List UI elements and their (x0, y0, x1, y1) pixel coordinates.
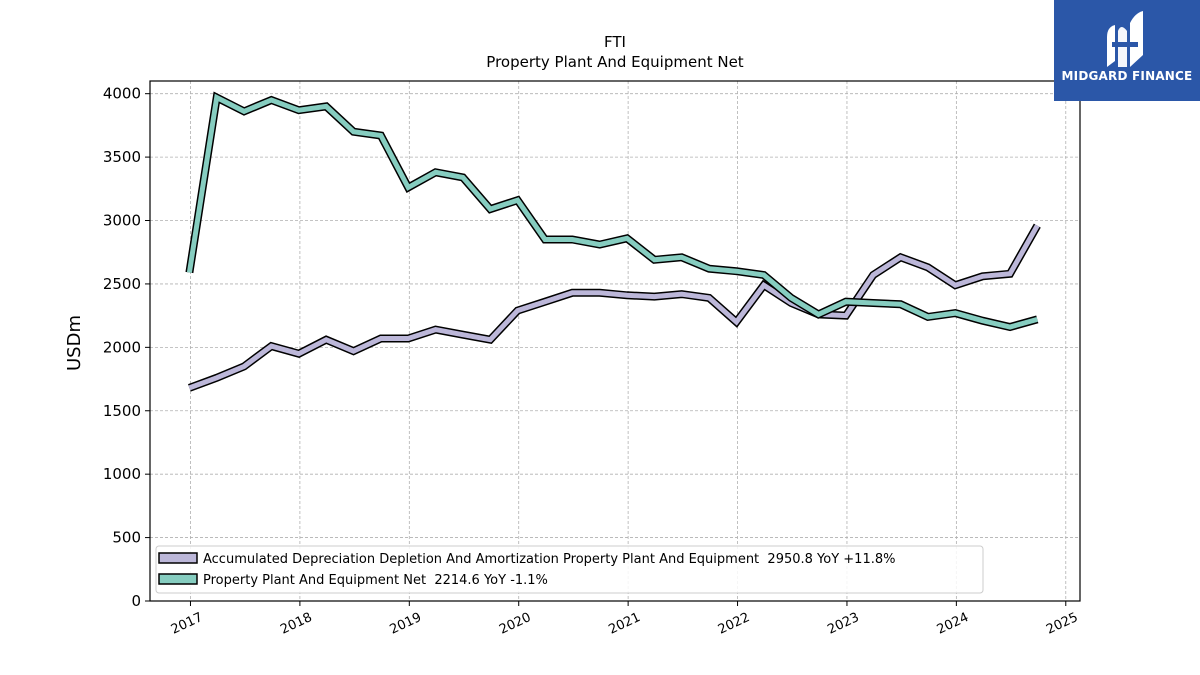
x-axis: 2017 2018 2019 2020 2021 2022 2023 2024 2025 (169, 601, 1080, 638)
x-tick-label: 2023 (825, 610, 861, 638)
plot-frame (149, 80, 1081, 602)
grid-lines (150, 81, 1080, 602)
y-tick-label: 3500 (103, 148, 141, 166)
x-tick-label: 2021 (606, 610, 642, 638)
y-tick-label: 2500 (103, 275, 141, 293)
midgard-logo-icon (1107, 11, 1143, 67)
y-tick-label: 3000 (103, 212, 141, 230)
chart-title: FTI (604, 33, 626, 51)
y-axis-label: USDm (64, 315, 85, 371)
legend-swatch-ppe-net (158, 573, 198, 585)
x-tick-label: 2022 (716, 610, 752, 638)
y-tick-label: 1500 (103, 402, 141, 420)
midgard-finance-logo: MIDGARD FINANCE (1054, 0, 1200, 101)
y-axis: 0 500 1000 1500 2000 2500 3000 3500 4000 (103, 85, 150, 610)
x-tick-label: 2024 (935, 610, 971, 638)
x-tick-label: 2018 (278, 610, 314, 638)
legend-label-accumulated-depreciation: Accumulated Depreciation Depletion And A… (203, 552, 895, 567)
legend-label-ppe-net: Property Plant And Equipment Net 2214.6 … (203, 573, 548, 588)
y-tick-label: 500 (112, 529, 141, 547)
y-tick-label: 0 (131, 592, 141, 610)
series-line-ppe-net (186, 93, 1038, 330)
x-tick-label: 2020 (497, 610, 533, 638)
series-line-accumulated-depreciation (188, 224, 1040, 391)
y-tick-label: 2000 (103, 338, 141, 356)
x-tick-label: 2025 (1044, 610, 1080, 638)
x-tick-label: 2019 (388, 610, 424, 638)
logo-text: MIDGARD FINANCE (1061, 69, 1193, 83)
legend-swatch-accumulated-depreciation (158, 552, 198, 564)
y-tick-label: 1000 (103, 465, 141, 483)
legend: Accumulated Depreciation Depletion And A… (155, 545, 984, 594)
series-lines (185, 91, 1041, 392)
legend-box (155, 545, 984, 594)
y-tick-label: 4000 (103, 85, 141, 103)
x-tick-label: 2017 (169, 610, 205, 638)
chart-subtitle: Property Plant And Equipment Net (486, 53, 743, 71)
